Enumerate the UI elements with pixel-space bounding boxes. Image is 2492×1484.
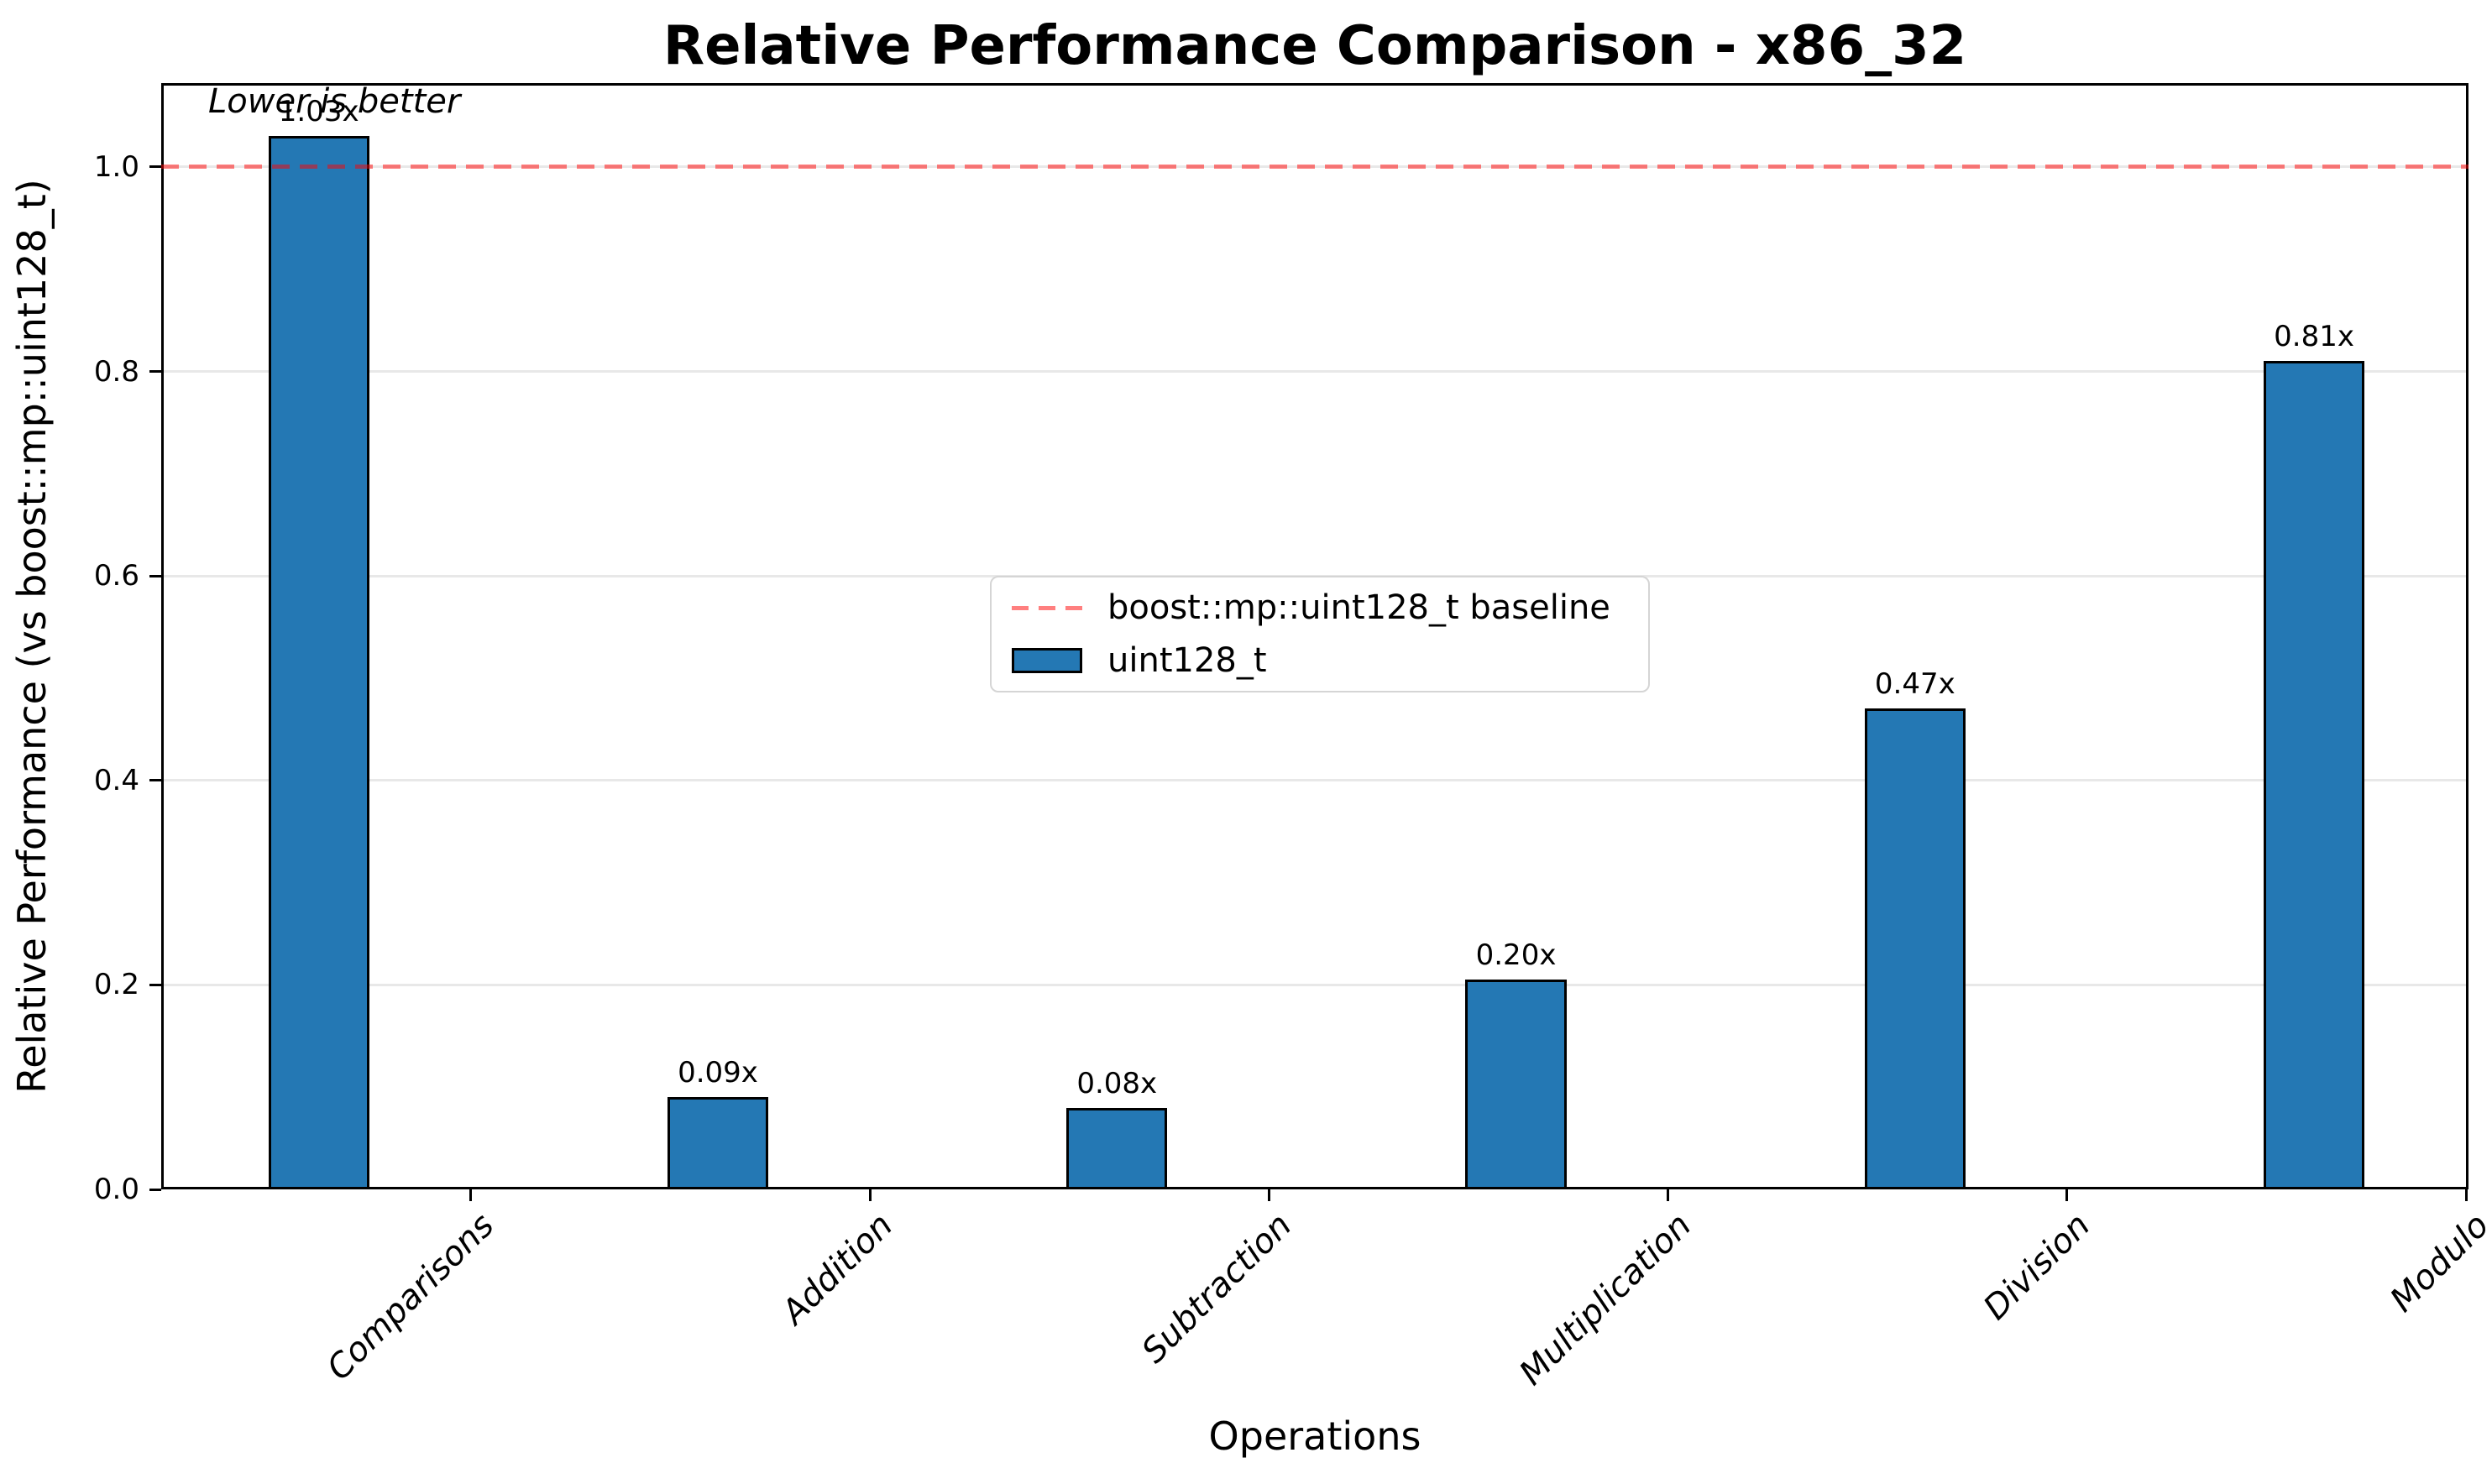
- legend-label-baseline: boost::mp::uint128_t baseline: [1107, 588, 1610, 628]
- y-tick-label: 1.0: [93, 149, 139, 184]
- y-tick-mark: [149, 370, 161, 373]
- bar-swatch-icon: [1012, 647, 1082, 673]
- y-tick-label: 0.6: [93, 559, 139, 593]
- x-tick-label: Modulo: [2383, 1205, 2492, 1320]
- x-tick-mark: [1267, 1189, 1270, 1201]
- gridline: [161, 983, 2468, 986]
- x-tick-mark: [1667, 1189, 1670, 1201]
- legend-box: boost::mp::uint128_t baseline uint128_t: [990, 576, 1650, 692]
- bar-value-label: 0.09x: [678, 1056, 758, 1090]
- y-tick-mark: [149, 574, 161, 577]
- x-axis-label: Operations: [1208, 1413, 1421, 1459]
- x-tick-label: Subtraction: [1134, 1205, 1300, 1372]
- bar-value-label: 0.81x: [2274, 320, 2354, 354]
- x-tick-label: Comparisons: [319, 1205, 502, 1388]
- dashed-line-icon: [1012, 605, 1082, 610]
- y-tick-mark: [149, 983, 161, 986]
- bar: [667, 1097, 769, 1189]
- legend-label-series: uint128_t: [1107, 640, 1267, 680]
- bar: [1465, 980, 1567, 1189]
- bar-value-label: 0.08x: [1076, 1066, 1158, 1100]
- bar-value-label: 0.20x: [1475, 938, 1557, 973]
- baseline-dashed-line: [161, 165, 2468, 170]
- y-tick-label: 0.4: [93, 763, 139, 797]
- x-tick-label: Division: [1976, 1205, 2098, 1328]
- x-tick-mark: [469, 1189, 473, 1201]
- chart-title: Relative Performance Comparison - x86_32: [662, 15, 1967, 77]
- legend-row-series: uint128_t: [1012, 640, 1628, 682]
- gridline: [161, 779, 2468, 782]
- y-tick-mark: [149, 1188, 161, 1191]
- y-tick-mark: [149, 165, 161, 169]
- bar: [2263, 361, 2365, 1189]
- y-tick-label: 0.0: [93, 1173, 139, 1206]
- gridline: [161, 370, 2468, 373]
- x-tick-mark: [2065, 1189, 2069, 1201]
- x-tick-label: Multiplication: [1511, 1205, 1699, 1393]
- bar-value-label: 1.03x: [278, 95, 359, 129]
- y-tick-label: 0.8: [93, 354, 139, 389]
- x-tick-mark: [2464, 1189, 2468, 1201]
- y-tick-label: 0.2: [93, 968, 139, 1002]
- legend-row-baseline: boost::mp::uint128_t baseline: [1012, 588, 1628, 629]
- bar-value-label: 0.47x: [1874, 667, 1955, 702]
- bar: [268, 136, 369, 1189]
- bar: [1066, 1107, 1168, 1189]
- plot-area: [161, 83, 2468, 1189]
- annotation-lower-is-better: Lower is better: [208, 82, 461, 121]
- bar: [1864, 708, 1966, 1189]
- x-tick-label: Addition: [774, 1205, 901, 1332]
- x-tick-mark: [868, 1189, 872, 1201]
- y-tick-mark: [149, 779, 161, 782]
